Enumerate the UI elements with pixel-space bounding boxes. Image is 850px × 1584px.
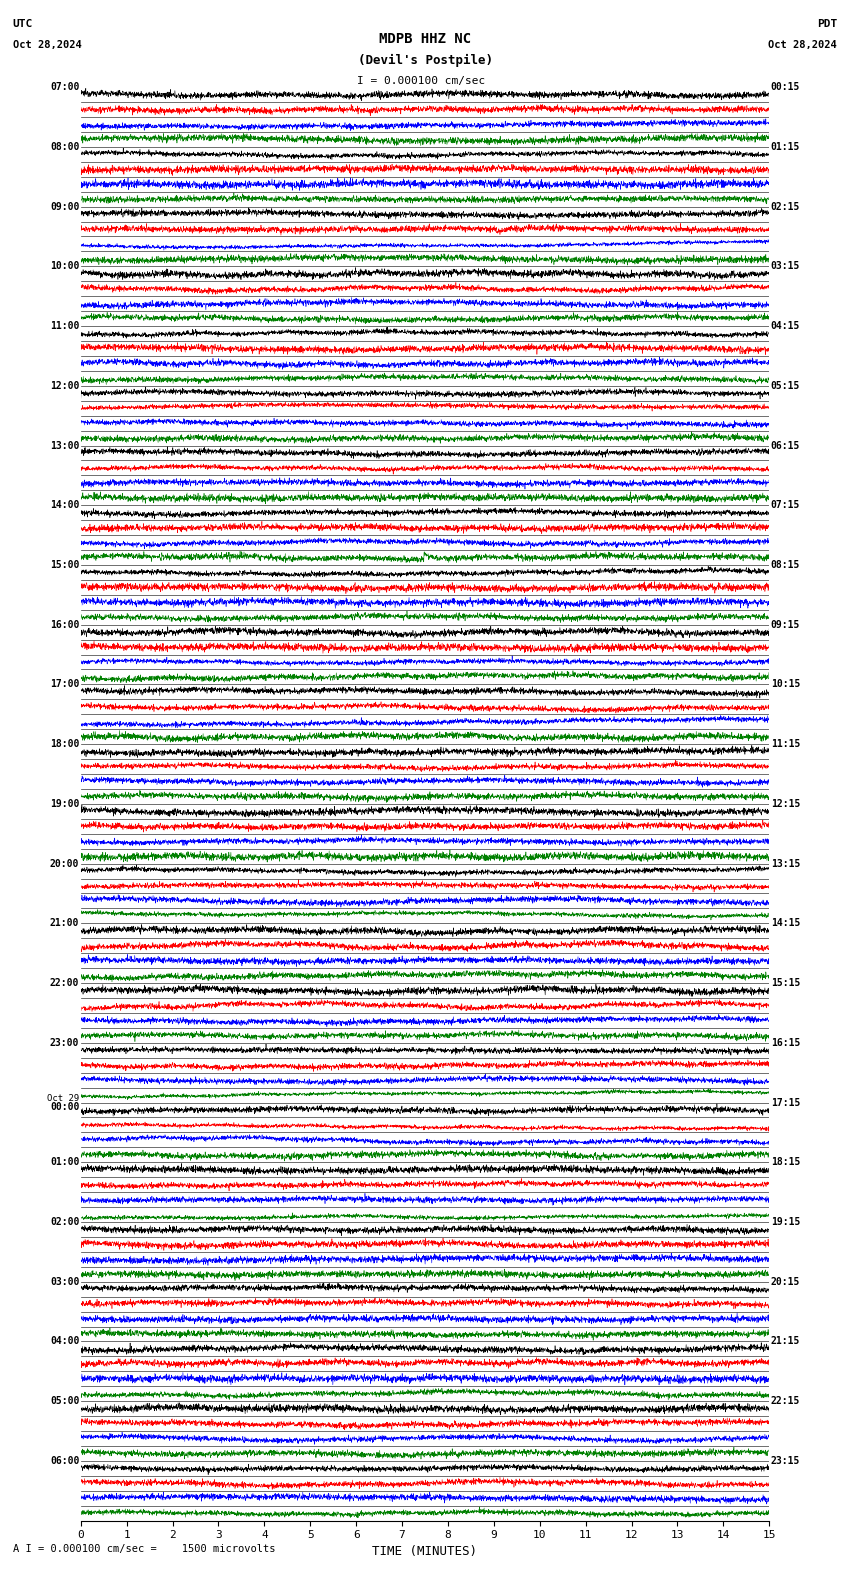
Text: 13:00: 13:00 bbox=[50, 440, 79, 450]
Text: Oct 29: Oct 29 bbox=[47, 1093, 79, 1102]
Text: 09:15: 09:15 bbox=[771, 619, 800, 630]
Text: Oct 28,2024: Oct 28,2024 bbox=[768, 40, 837, 49]
Text: 17:15: 17:15 bbox=[771, 1098, 800, 1107]
Text: 23:00: 23:00 bbox=[50, 1038, 79, 1047]
Text: 05:00: 05:00 bbox=[50, 1396, 79, 1407]
Text: 03:00: 03:00 bbox=[50, 1277, 79, 1286]
Text: 04:00: 04:00 bbox=[50, 1337, 79, 1346]
Text: 17:00: 17:00 bbox=[50, 680, 79, 689]
Text: 15:15: 15:15 bbox=[771, 977, 800, 988]
Text: 01:15: 01:15 bbox=[771, 143, 800, 152]
Text: I = 0.000100 cm/sec: I = 0.000100 cm/sec bbox=[357, 76, 485, 86]
Text: 00:00: 00:00 bbox=[50, 1102, 79, 1112]
Text: 08:15: 08:15 bbox=[771, 561, 800, 570]
Text: 22:15: 22:15 bbox=[771, 1396, 800, 1407]
Text: 07:00: 07:00 bbox=[50, 82, 79, 92]
Text: UTC: UTC bbox=[13, 19, 33, 29]
Text: 23:15: 23:15 bbox=[771, 1456, 800, 1465]
Text: A I = 0.000100 cm/sec =    1500 microvolts: A I = 0.000100 cm/sec = 1500 microvolts bbox=[13, 1544, 275, 1554]
Text: 11:15: 11:15 bbox=[771, 740, 800, 749]
Text: 10:00: 10:00 bbox=[50, 261, 79, 271]
Text: MDPB HHZ NC: MDPB HHZ NC bbox=[379, 32, 471, 46]
Text: 15:00: 15:00 bbox=[50, 561, 79, 570]
Text: 10:15: 10:15 bbox=[771, 680, 800, 689]
X-axis label: TIME (MINUTES): TIME (MINUTES) bbox=[372, 1544, 478, 1557]
Text: 11:00: 11:00 bbox=[50, 322, 79, 331]
Text: 12:15: 12:15 bbox=[771, 798, 800, 809]
Text: (Devil's Postpile): (Devil's Postpile) bbox=[358, 54, 492, 67]
Text: 02:00: 02:00 bbox=[50, 1217, 79, 1228]
Text: 20:00: 20:00 bbox=[50, 859, 79, 868]
Text: 19:00: 19:00 bbox=[50, 798, 79, 809]
Text: 12:00: 12:00 bbox=[50, 380, 79, 391]
Text: Oct 28,2024: Oct 28,2024 bbox=[13, 40, 82, 49]
Text: 04:15: 04:15 bbox=[771, 322, 800, 331]
Text: 18:15: 18:15 bbox=[771, 1158, 800, 1167]
Text: 02:15: 02:15 bbox=[771, 201, 800, 212]
Text: 21:15: 21:15 bbox=[771, 1337, 800, 1346]
Text: 07:15: 07:15 bbox=[771, 501, 800, 510]
Text: 03:15: 03:15 bbox=[771, 261, 800, 271]
Text: 18:00: 18:00 bbox=[50, 740, 79, 749]
Text: 21:00: 21:00 bbox=[50, 919, 79, 928]
Text: 14:15: 14:15 bbox=[771, 919, 800, 928]
Text: 05:15: 05:15 bbox=[771, 380, 800, 391]
Text: 19:15: 19:15 bbox=[771, 1217, 800, 1228]
Text: 00:15: 00:15 bbox=[771, 82, 800, 92]
Text: 08:00: 08:00 bbox=[50, 143, 79, 152]
Text: 14:00: 14:00 bbox=[50, 501, 79, 510]
Text: 01:00: 01:00 bbox=[50, 1158, 79, 1167]
Text: 20:15: 20:15 bbox=[771, 1277, 800, 1286]
Text: 13:15: 13:15 bbox=[771, 859, 800, 868]
Text: 06:00: 06:00 bbox=[50, 1456, 79, 1465]
Text: PDT: PDT bbox=[817, 19, 837, 29]
Text: 22:00: 22:00 bbox=[50, 977, 79, 988]
Text: 06:15: 06:15 bbox=[771, 440, 800, 450]
Text: 16:15: 16:15 bbox=[771, 1038, 800, 1047]
Text: 16:00: 16:00 bbox=[50, 619, 79, 630]
Text: 09:00: 09:00 bbox=[50, 201, 79, 212]
